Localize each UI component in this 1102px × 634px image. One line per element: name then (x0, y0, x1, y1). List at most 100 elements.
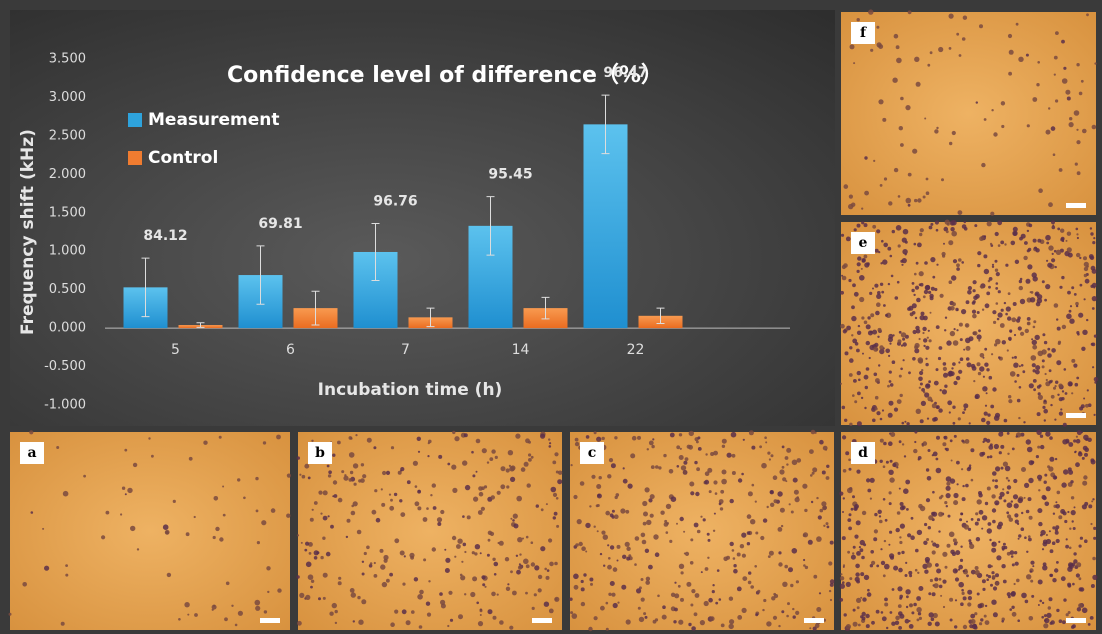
cell (1084, 501, 1089, 506)
cell (742, 576, 748, 581)
cell (1042, 405, 1046, 409)
cell (919, 370, 924, 376)
cell (711, 590, 715, 594)
cell (902, 342, 907, 347)
cell (417, 450, 421, 453)
cell (839, 491, 844, 496)
cell (255, 509, 259, 513)
cell (1036, 412, 1041, 417)
cell (973, 295, 978, 301)
cell (462, 515, 465, 518)
cell (1007, 595, 1011, 599)
cell (991, 265, 995, 268)
cell (844, 351, 849, 356)
cell (994, 343, 998, 347)
cell (1057, 393, 1060, 396)
cell (328, 470, 332, 475)
cell (916, 297, 921, 303)
cell (951, 230, 957, 237)
cell (816, 536, 822, 542)
cell (786, 447, 792, 453)
cell (361, 560, 365, 563)
cell (399, 550, 405, 556)
cell (574, 441, 580, 447)
cell (746, 514, 752, 519)
cell (1076, 607, 1082, 612)
cell (418, 625, 423, 629)
cell (621, 584, 627, 590)
cell (552, 460, 557, 465)
cell (471, 551, 475, 555)
cell (951, 219, 957, 226)
cell (841, 264, 847, 270)
cell (992, 612, 998, 618)
cell (966, 520, 968, 523)
cell (409, 552, 415, 558)
cell (1019, 277, 1023, 281)
cell (490, 495, 495, 500)
cell (736, 552, 741, 557)
cell (802, 483, 808, 489)
cell (518, 563, 521, 566)
cell (791, 548, 798, 554)
cell (1061, 397, 1065, 401)
cell (696, 440, 699, 444)
cell (472, 474, 476, 478)
cell (886, 626, 889, 630)
cell (1083, 256, 1087, 261)
y-tick-label: 3.000 (49, 90, 86, 105)
cell (1035, 365, 1041, 371)
cell (896, 511, 901, 515)
cell (1093, 237, 1096, 240)
cell (478, 491, 484, 497)
cell (866, 262, 870, 266)
cell (810, 429, 816, 435)
cell (1086, 318, 1089, 322)
cell (651, 444, 655, 449)
cell (986, 291, 991, 296)
cell (994, 268, 999, 272)
cell (901, 550, 905, 555)
cell (929, 311, 932, 314)
cell (1072, 624, 1076, 629)
cell (816, 496, 819, 500)
cell (602, 534, 608, 540)
cell (860, 596, 863, 599)
cell (1042, 541, 1048, 547)
cell (386, 578, 390, 583)
cell (178, 618, 181, 621)
cell (383, 554, 389, 561)
cell (987, 522, 992, 526)
cell (918, 376, 923, 382)
cell (996, 524, 1002, 530)
cell (1047, 606, 1052, 610)
cell (878, 99, 884, 105)
cell (390, 446, 395, 450)
cell (1015, 22, 1019, 26)
cell (1013, 478, 1018, 484)
cell (1031, 339, 1038, 346)
cell (352, 463, 359, 469)
cell (704, 479, 710, 485)
cell (554, 597, 558, 601)
cell (931, 403, 937, 409)
scale-bar (260, 618, 280, 623)
micrograph-panel: f (841, 9, 1097, 216)
cell (643, 511, 648, 517)
cell (1009, 330, 1012, 333)
cell (721, 469, 727, 475)
cell (930, 617, 935, 621)
cell (1005, 306, 1011, 312)
cell (1015, 435, 1018, 438)
bar (583, 124, 628, 329)
cell (938, 530, 941, 533)
cell (914, 568, 918, 572)
cell (891, 588, 895, 591)
cell (1053, 386, 1056, 390)
cell (1055, 99, 1059, 103)
cell (1079, 283, 1083, 287)
cell (1093, 536, 1097, 540)
cell (891, 621, 896, 626)
cell (570, 611, 574, 615)
cell (1067, 582, 1072, 587)
